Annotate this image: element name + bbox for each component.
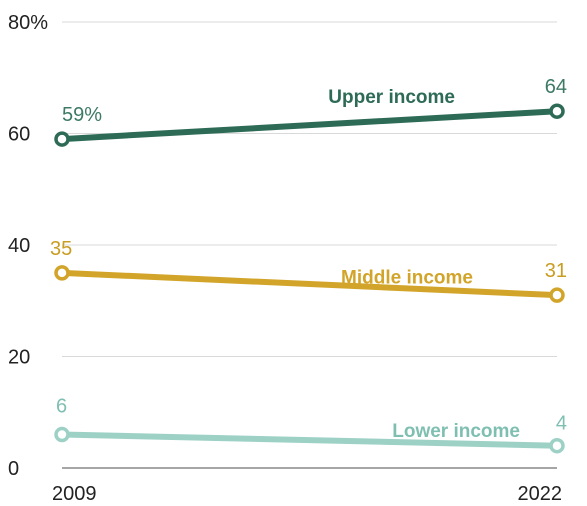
point-marker-upper-income-2022 xyxy=(549,103,565,119)
point-marker-lower-income-2009 xyxy=(54,426,70,443)
point-marker-upper-income-2009 xyxy=(54,131,70,147)
point-label-lower-income-2009: 6 xyxy=(56,396,67,418)
x-tick-label-2022: 2022 xyxy=(518,483,563,505)
point-label-upper-income-2022: 64 xyxy=(545,76,567,98)
y-tick-label-40: 40 xyxy=(8,235,30,257)
point-label-upper-income-2009: 59% xyxy=(62,104,102,126)
x-tick-label-2009: 2009 xyxy=(52,483,97,505)
grid-layer xyxy=(62,21,557,357)
series-name-upper-income: Upper income xyxy=(328,87,455,108)
y-tick-label-80: 80% xyxy=(8,12,48,34)
series-name-middle-income: Middle income xyxy=(341,267,473,288)
y-tick-label-20: 20 xyxy=(8,347,30,369)
point-label-middle-income-2022: 31 xyxy=(545,260,567,282)
y-tick-label-0: 0 xyxy=(8,458,19,480)
point-label-lower-income-2022: 4 xyxy=(556,413,567,435)
point-label-middle-income-2009: 35 xyxy=(50,238,72,260)
series-line-upper-income xyxy=(59,108,560,143)
series-line-middle-income xyxy=(59,269,560,299)
y-tick-label-60: 60 xyxy=(8,124,30,146)
point-marker-middle-income-2009 xyxy=(54,265,70,281)
series-line-lower-income xyxy=(59,431,560,449)
point-marker-lower-income-2022 xyxy=(549,437,565,454)
point-marker-middle-income-2022 xyxy=(549,287,565,303)
series-layer xyxy=(54,103,565,454)
series-name-lower-income: Lower income xyxy=(392,421,520,442)
